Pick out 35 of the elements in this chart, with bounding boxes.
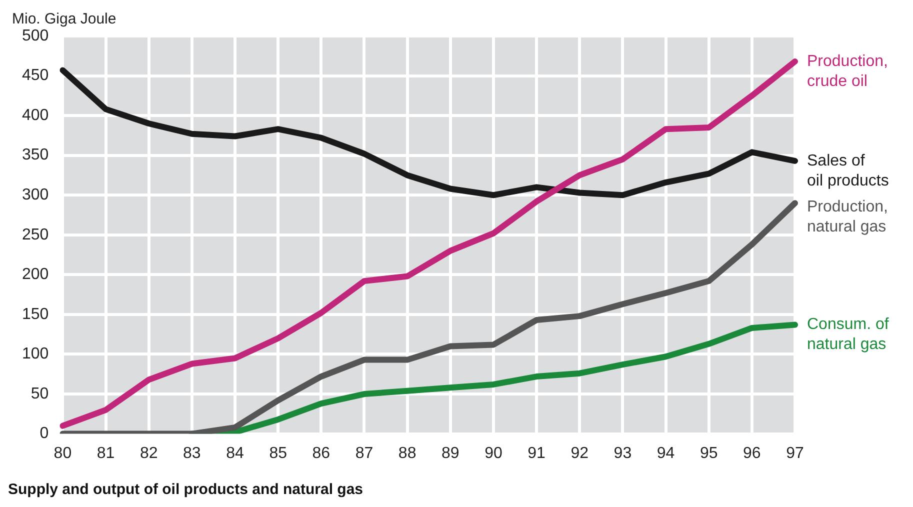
y-tick-label: 450 [22,67,49,84]
y-tick-label: 200 [22,266,49,284]
x-tick-label: 97 [786,444,804,462]
x-tick-label: 83 [183,444,201,462]
y-tick-label: 0 [40,425,49,442]
x-tick-label: 84 [226,444,244,462]
x-tick-label: 91 [528,444,546,462]
x-tick-label: 90 [484,444,502,462]
x-tick-label: 94 [656,444,675,462]
series-label: Production, crude oil [807,52,888,90]
series-label: Production, natural gas [807,198,888,236]
x-tick-label: 82 [140,444,158,462]
x-tick-label: 88 [398,444,416,462]
y-tick-label: 250 [22,226,49,244]
x-tick-label: 86 [312,444,330,462]
y-tick-label: 350 [22,146,49,164]
series-label: Consum. of natural gas [807,316,890,354]
x-tick-label: 89 [441,444,460,462]
x-tick-label: 80 [54,444,72,462]
y-tick-label: 150 [22,306,49,323]
y-axis-title: Mio. Giga Joule [12,10,116,28]
x-tick-label: 92 [570,444,589,462]
text: Supply and output of oil products and natural gas [8,481,363,498]
y-tick-label: 300 [22,186,49,204]
y-tick-label: 400 [22,106,49,124]
x-tick-label: 81 [96,444,115,462]
x-tick-label: 96 [743,444,761,462]
x-tick-label: 93 [614,444,632,462]
x-tick-label: 85 [269,444,288,462]
x-tick-label: 95 [700,444,718,462]
x-tick-label: 87 [355,444,374,462]
y-tick-label: 100 [22,346,49,363]
series-label: Sales of oil products [807,152,889,190]
y-tick-label: 50 [30,385,49,402]
y-tick-label: 500 [22,27,49,44]
